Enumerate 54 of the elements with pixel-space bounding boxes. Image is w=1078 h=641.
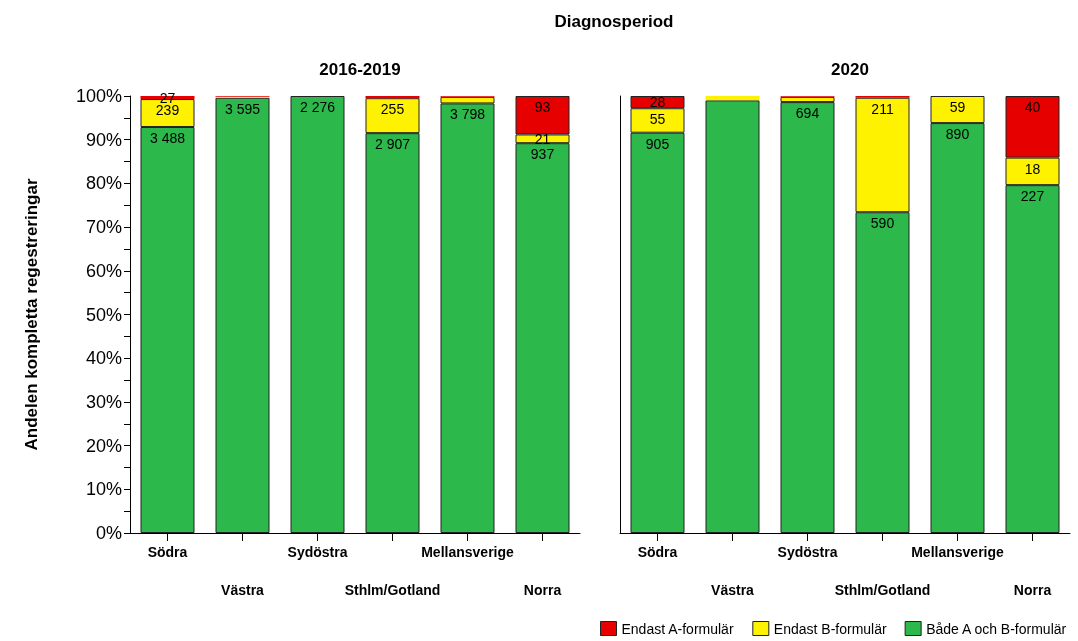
y-tick-label: 20% [85,435,122,456]
annotation: 40 [1024,99,1041,115]
y-tick-label: 0% [95,523,122,543]
annotation: 18 [1024,160,1041,177]
y-tick-label: 30% [85,391,122,412]
bar [215,97,270,533]
legend-label: Både A och B-formulär [926,620,1067,637]
y-tick-label: 100% [75,86,122,106]
y-tick-label: 70% [85,217,122,238]
chart-title: 2016-2019 [319,60,401,79]
x-tick-label: Sydöstra [287,544,348,560]
annotation: 3 488 [149,130,186,147]
annotation: 905 [645,135,670,152]
annotation: 937 [530,146,555,163]
y-tick-label: 90% [85,129,122,150]
annotation: 28 [649,94,666,111]
annotation: 890 [945,126,970,143]
x-tick-label: Västra [221,582,265,598]
y-tick-label: 80% [85,173,122,194]
y-tick-label: 10% [85,479,122,500]
annotation: 694 [795,105,820,122]
x-tick-label: Mellansverige [911,544,1005,560]
annotation: 590 [870,215,895,232]
bar [705,96,760,101]
chart-title: 2020 [831,60,869,79]
x-tick-label: Sthlm/Gotland [834,582,931,598]
text: Diagnosperiod [553,12,675,32]
y-tick-label: 40% [85,348,122,369]
x-tick-label: Mellansverige [421,544,515,560]
annotation: 93 [534,99,551,115]
y-tick-label: 60% [85,260,122,281]
bar [290,96,345,533]
x-tick-label: Västra [711,582,755,598]
annotation: 3 595 [224,100,261,117]
annotation: 2 907 [374,136,411,153]
x-tick-label: Norra [523,582,562,598]
annotation: 255 [380,101,405,118]
annotation: 227 [1020,188,1045,205]
annotation: 3 798 [449,106,486,123]
annotation: 59 [949,99,966,115]
x-tick-label: Sydöstra [777,544,838,560]
legend-label: Endast A-formulär [621,620,734,637]
x-tick-label: Södra [147,544,188,560]
x-tick-label: Sthlm/Gotland [344,582,441,598]
annotation: 55 [649,111,666,128]
bar [365,96,420,99]
legend-label: Endast B-formulär [773,620,887,637]
y-axis-title: Andelen kompletta regestreringar [22,178,41,451]
annotation: 211 [871,100,894,117]
bar [705,100,760,533]
y-tick-label: 50% [85,304,122,325]
annotation: 2 276 [299,99,336,115]
x-tick-label: Södra [637,544,678,560]
x-tick-label: Norra [1013,582,1052,598]
